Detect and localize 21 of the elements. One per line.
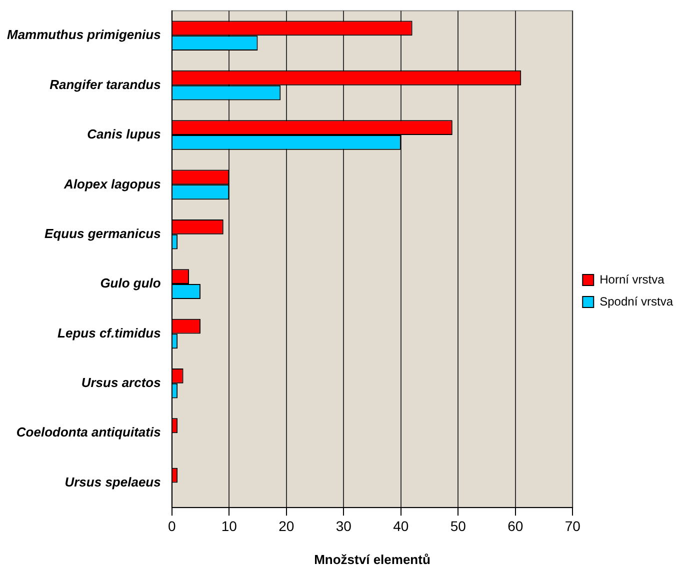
y-tick-label: Rangifer tarandus bbox=[50, 76, 161, 92]
x-tick-label: 20 bbox=[278, 518, 294, 534]
x-tick-label: 50 bbox=[450, 518, 466, 534]
y-tick-label: Alopex lagopus bbox=[63, 176, 161, 192]
x-tick-label: 70 bbox=[564, 518, 581, 534]
x-tick-label: 30 bbox=[336, 518, 352, 534]
y-tick-label: Mammuthus primigenius bbox=[6, 27, 161, 42]
x-tick-label: 60 bbox=[508, 518, 524, 534]
y-tick-label: Canis lupus bbox=[87, 126, 161, 142]
x-axis-title: Množství elementů bbox=[314, 552, 430, 567]
legend-label: Spodní vrstva bbox=[600, 294, 674, 308]
y-tick-label: Coelodonta antiquitatis bbox=[16, 424, 161, 440]
x-tick-label: 0 bbox=[168, 518, 176, 534]
y-tick-label: Gulo gulo bbox=[100, 276, 161, 291]
x-tick-label: 40 bbox=[393, 518, 409, 534]
y-tick-label: Ursus spelaeus bbox=[64, 474, 161, 490]
y-tick-label: Ursus arctos bbox=[81, 374, 161, 390]
y-tick-label: Lepus cf.timidus bbox=[58, 325, 161, 340]
x-tick-label: 10 bbox=[221, 518, 238, 534]
legend-label: Horní vrstva bbox=[600, 272, 665, 286]
y-tick-label: Equus germanicus bbox=[44, 226, 161, 241]
